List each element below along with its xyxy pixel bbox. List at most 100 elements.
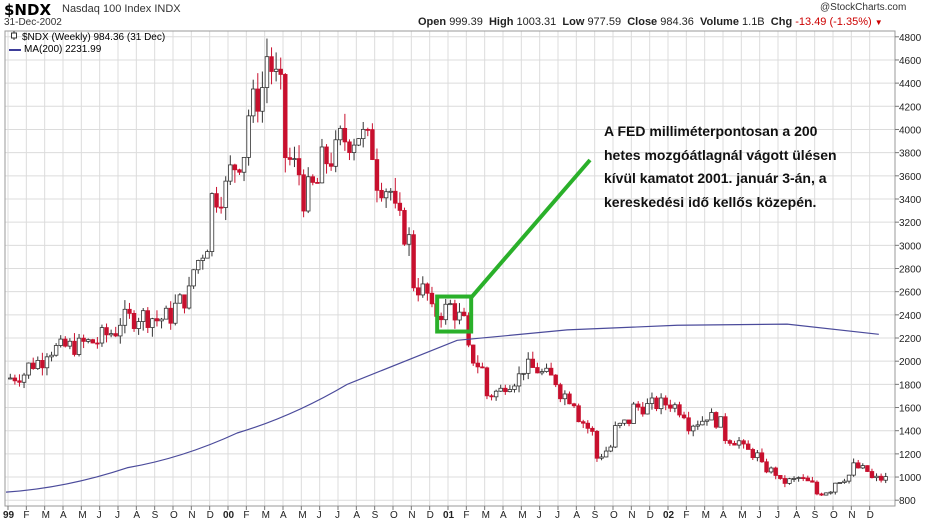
candle-body xyxy=(163,307,169,320)
x-tick-label: J xyxy=(555,510,560,521)
candle-body xyxy=(35,360,40,369)
candle-body xyxy=(232,164,238,171)
annotation-arrow xyxy=(469,158,592,299)
candle-body xyxy=(301,174,306,212)
candle-body xyxy=(631,403,636,424)
candle-body xyxy=(503,387,508,393)
y-tick-label: 1400 xyxy=(899,427,922,438)
candle-body xyxy=(136,321,141,329)
candle-body xyxy=(416,287,421,296)
candle-body xyxy=(617,422,623,426)
candle-body xyxy=(544,367,549,372)
x-tick-label: S xyxy=(372,510,379,521)
x-tick-label: O xyxy=(830,510,838,521)
y-tick-label: 2000 xyxy=(899,357,922,368)
y-tick-label: 3000 xyxy=(899,241,922,252)
x-tick-label: O xyxy=(390,510,398,521)
candle-body xyxy=(324,146,329,165)
low-value: 977.59 xyxy=(587,16,622,28)
candle-body xyxy=(636,403,641,408)
x-tick-label: O xyxy=(610,510,618,521)
annotation-line: kívül kamatot 2001. január 3-án, a xyxy=(604,170,827,186)
candle-body xyxy=(361,128,366,140)
y-tick-label: 3400 xyxy=(899,195,922,206)
candle-body xyxy=(686,417,691,432)
candle-body xyxy=(796,477,801,479)
candle-body xyxy=(654,397,659,410)
candle-body xyxy=(677,404,682,416)
candle-body xyxy=(480,366,485,369)
candle-body xyxy=(759,452,765,463)
x-tick-label: M xyxy=(518,510,526,521)
candle-body xyxy=(388,190,393,193)
x-tick-label: A xyxy=(793,510,800,521)
candle-body xyxy=(828,491,833,494)
candle-body xyxy=(810,480,815,483)
candle-body xyxy=(273,68,279,72)
candle-body xyxy=(530,358,535,368)
candle-body xyxy=(782,478,788,484)
candle-body xyxy=(718,416,723,428)
candle-body xyxy=(535,367,540,374)
chart-grid xyxy=(5,31,895,506)
candle-body xyxy=(186,285,192,309)
candle-body xyxy=(883,476,888,481)
x-tick-label: D xyxy=(427,510,434,521)
x-tick-label: 00 xyxy=(223,510,235,521)
candle-body xyxy=(95,342,100,345)
candle-body xyxy=(626,419,632,424)
x-tick-label: M xyxy=(262,510,270,521)
candle-body xyxy=(383,191,389,199)
y-tick-label: 2800 xyxy=(899,265,922,276)
highlight-box xyxy=(435,294,474,334)
candle-body xyxy=(709,412,714,421)
y-tick-label: 3200 xyxy=(899,218,922,229)
candle-body xyxy=(72,340,77,355)
candle-body xyxy=(768,467,774,473)
candle-body xyxy=(773,467,778,476)
header-date: 31-Dec-2002 xyxy=(4,17,62,28)
x-tick-label: 99 xyxy=(3,510,15,521)
y-tick-label: 3600 xyxy=(899,172,922,183)
x-tick-label: J xyxy=(757,510,762,521)
candle-body xyxy=(246,115,251,158)
y-tick-label: 4200 xyxy=(899,102,922,113)
candle-body xyxy=(310,176,315,183)
down-arrow-icon: ▼ xyxy=(874,18,883,27)
candle-body xyxy=(741,440,746,445)
candle-body xyxy=(814,481,820,495)
candle-body xyxy=(493,390,499,398)
x-tick-label: N xyxy=(848,510,855,521)
high-label: High xyxy=(488,16,514,28)
x-tick-label: M xyxy=(42,510,50,521)
x-tick-label: N xyxy=(408,510,415,521)
candle-body xyxy=(461,311,467,317)
x-tick-label: N xyxy=(188,510,195,521)
candle-body xyxy=(837,482,843,484)
candle-body xyxy=(567,393,572,405)
candle-body xyxy=(429,292,435,305)
candle-body xyxy=(319,146,325,184)
candle-body xyxy=(590,427,595,432)
x-tick-label: F xyxy=(683,510,689,521)
x-tick-label: O xyxy=(170,510,178,521)
candle-body xyxy=(218,206,224,209)
x-tick-label: A xyxy=(500,510,507,521)
candle-body xyxy=(613,425,618,448)
candle-body xyxy=(402,210,407,245)
candle-icon xyxy=(9,31,19,44)
candle-body xyxy=(471,344,476,364)
annotation-line: kereskedési idő kellős közepén. xyxy=(604,193,817,210)
exchange-code: INDX xyxy=(154,3,181,15)
annotation-line: hetes mozgóátlagnál vágott ülésen xyxy=(604,146,837,163)
candle-body xyxy=(448,303,453,306)
candle-body xyxy=(805,477,810,482)
close-label: Close xyxy=(627,16,658,28)
x-tick-label: J xyxy=(775,510,780,521)
candle-body xyxy=(63,338,68,347)
candle-body xyxy=(420,283,425,296)
candle-body xyxy=(90,339,95,344)
x-tick-label: M xyxy=(78,510,86,521)
candle-body xyxy=(17,380,22,383)
candle-body xyxy=(842,480,847,483)
